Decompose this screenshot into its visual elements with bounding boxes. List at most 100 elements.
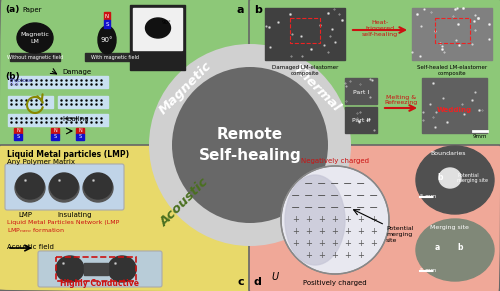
Text: +: + [318,239,326,249]
Ellipse shape [84,173,112,199]
Text: −: − [344,203,352,213]
FancyBboxPatch shape [38,251,162,287]
Text: −: − [304,191,314,201]
Ellipse shape [50,173,78,199]
Text: +: + [318,228,326,237]
Bar [345,78,377,104]
Text: Insulating: Insulating [58,212,92,218]
Ellipse shape [17,23,53,53]
Text: Liquid Metal Particles Network (LMP: Liquid Metal Particles Network (LMP [7,220,119,225]
Text: −: − [330,191,340,201]
Text: +: + [306,228,312,237]
Text: (a): (a) [5,5,20,14]
Ellipse shape [439,168,461,188]
Text: Fructose: Fructose [10,77,33,83]
Bar [56,257,136,281]
Text: 5 mm: 5 mm [420,267,436,272]
Text: LMP: LMP [18,212,32,218]
Text: Part I: Part I [353,91,369,95]
Ellipse shape [16,173,44,199]
Text: b: b [457,244,463,253]
Text: −: − [318,203,326,213]
Text: +: + [306,239,312,249]
Text: −: − [356,191,366,201]
Text: −: − [344,191,352,201]
Bar [14,128,22,134]
Text: Negatively charged: Negatively charged [301,158,369,164]
Text: Merging site: Merging site [430,225,469,230]
Text: Thermal: Thermal [290,62,342,114]
Bar [76,128,84,134]
Bar [133,8,182,50]
Bar [130,5,185,70]
Text: b: b [254,5,262,15]
Text: +: + [318,216,326,224]
Bar [8,96,53,108]
Ellipse shape [416,146,494,214]
Text: +: + [370,216,378,224]
Bar [10,53,60,61]
Text: +: + [332,239,338,249]
Text: +: + [318,251,326,260]
FancyBboxPatch shape [0,0,251,147]
Bar [85,53,145,61]
Bar [290,18,320,43]
Ellipse shape [416,219,494,281]
Text: −: − [330,179,340,189]
Text: +: + [306,216,312,224]
Text: Paper: Paper [22,7,42,13]
Text: U: U [272,272,278,282]
Text: Acoustic field: Acoustic field [7,244,54,250]
Text: +: + [344,216,352,224]
Bar [104,12,110,20]
Text: S: S [105,22,109,26]
Text: Melting &
Refreezing: Melting & Refreezing [384,95,418,105]
Bar [51,134,59,140]
Bar [58,96,108,108]
Text: Acoustic: Acoustic [158,175,212,229]
Text: d: d [254,277,262,287]
Text: −: − [356,203,366,213]
Text: −: − [356,179,366,189]
Text: S: S [16,134,20,139]
Text: −: − [304,203,314,213]
Polygon shape [84,263,108,275]
Text: b: b [437,173,443,182]
Ellipse shape [83,174,113,202]
Text: +: + [344,251,352,260]
Text: +: + [332,251,338,260]
Text: a: a [236,5,244,15]
Bar [76,134,84,140]
Bar [435,18,470,43]
Text: −: − [318,191,326,201]
Text: Without magnetic field: Without magnetic field [7,54,63,59]
Text: Boundaries: Boundaries [430,151,466,156]
Text: Part II: Part II [352,118,370,123]
FancyBboxPatch shape [249,145,500,291]
Text: −: − [370,191,378,201]
Text: Remote
Self-healing: Remote Self-healing [198,127,302,163]
Ellipse shape [108,256,136,282]
Text: −: − [318,179,326,189]
Bar [8,114,108,126]
Text: 90°: 90° [162,20,172,26]
Text: Any Polymer Matrix: Any Polymer Matrix [7,159,75,165]
Text: c: c [238,277,244,287]
Text: Magnetic: Magnetic [156,59,214,117]
Text: Potential
merging site: Potential merging site [457,173,488,183]
Text: Magnetic
LM: Magnetic LM [20,32,50,44]
Ellipse shape [56,256,84,282]
Bar [8,76,108,88]
Ellipse shape [281,166,389,274]
Text: +: + [370,239,378,249]
Text: Self-healed LM-elastomer
composite: Self-healed LM-elastomer composite [417,65,487,76]
Text: N: N [16,129,20,134]
Text: −: − [330,203,340,213]
Text: −: − [344,179,352,189]
Ellipse shape [98,26,116,54]
Text: −: − [292,191,300,201]
Text: Healing: Healing [62,116,88,122]
Text: +: + [358,239,364,249]
Text: Damage: Damage [62,69,91,75]
Bar [51,128,59,134]
